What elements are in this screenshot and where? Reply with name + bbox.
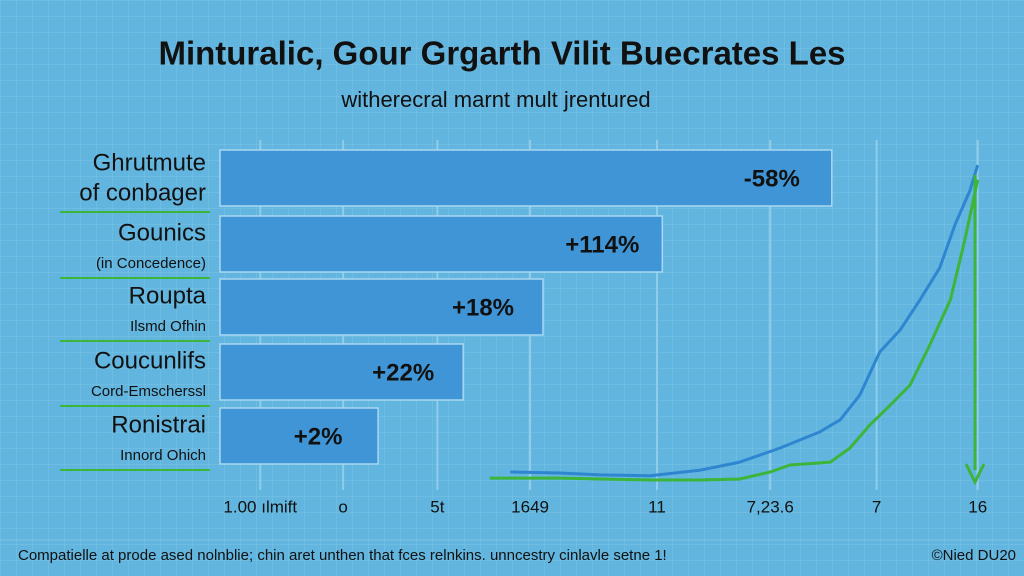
bar [219, 278, 544, 336]
bar [219, 407, 379, 465]
x-tick-label: 5t [430, 497, 444, 516]
bar-label: +114% [565, 231, 639, 258]
chart-subtitle: witherecral marnt mult jrentured [340, 87, 650, 112]
credit: ©Nied DU20 [932, 547, 1016, 564]
category-label: Gounics [118, 219, 206, 246]
category-label: Ronistrai [111, 411, 206, 438]
line-series [510, 164, 980, 478]
bar [219, 343, 464, 401]
x-tick-label: o [338, 497, 347, 516]
bar-label: +2% [294, 423, 343, 450]
footer-note: Compatielle at prode ased nolnblie; chin… [18, 547, 667, 564]
x-tick-label: 16 [968, 497, 987, 516]
category-label: Coucunlifs [94, 347, 206, 374]
category-label: Ghrutmute [93, 149, 206, 176]
bar-label: +18% [452, 294, 514, 321]
x-tick-label: 7 [872, 497, 881, 516]
category-sublabel: of conbager [79, 179, 206, 206]
x-tick-label: 11 [648, 497, 666, 516]
bar-label: +22% [372, 359, 434, 386]
chart-title: Minturalic, Gour Grgarth Vilit Buecrates… [158, 35, 845, 72]
x-tick-label: 1.00 ılmift [223, 497, 297, 516]
bar-layer: -58% Ghrutmute of conbager +114% Gounics (in … [60, 149, 833, 471]
arrow-head [964, 463, 986, 486]
category-sublabel: (in Concedence) [96, 255, 206, 272]
bar [219, 215, 664, 273]
x-tick-label: 7,23.6 [747, 497, 794, 516]
category-sublabel: Innord Ohich [120, 447, 206, 464]
line-layer [489, 164, 980, 482]
category-sublabel: Cord-Emscherssl [91, 383, 206, 400]
bar [219, 149, 833, 207]
category-sublabel: Ilsmd Ofhin [130, 318, 206, 335]
bar-label: -58% [744, 165, 800, 192]
x-tick-label: 1649 [511, 497, 549, 516]
category-label: Roupta [129, 282, 207, 309]
line-series [489, 179, 980, 482]
